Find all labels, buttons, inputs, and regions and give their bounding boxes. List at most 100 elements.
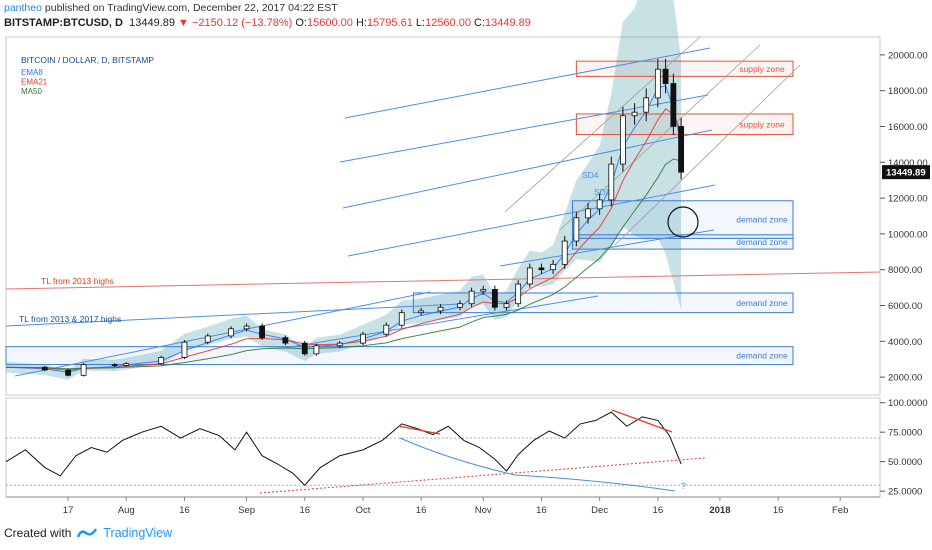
tradingview-logo-icon xyxy=(77,528,98,538)
trend-line xyxy=(347,184,716,257)
price-tick-label: 18000.00 xyxy=(888,86,928,97)
candle-body xyxy=(259,325,265,339)
legend-ema8: EMA8 xyxy=(21,68,43,77)
candle-body xyxy=(65,369,71,376)
candle-body xyxy=(526,267,533,285)
symbol-line: BITSTAMP:BTCUSD, D 13449.89 ▼ −2150.12 (… xyxy=(4,17,531,29)
candle-body xyxy=(608,163,615,201)
price-tick-label: 4000.00 xyxy=(888,337,922,348)
candle-body xyxy=(383,324,390,335)
price-pane: 20000.00 18000.00 16000.00 14000.00 12000.00… xyxy=(5,0,930,396)
candle-body xyxy=(654,68,661,99)
demand-zone-label: demand zone xyxy=(736,298,788,308)
candle-body xyxy=(243,325,250,330)
supply-zone-label: supply zone xyxy=(739,64,785,74)
candle-body xyxy=(228,328,234,337)
time-tick-label: Aug xyxy=(118,505,135,516)
candle-body xyxy=(550,263,556,271)
tl-2013-2017-label: TL from 2013 & 2017 highs xyxy=(19,314,121,324)
time-tick-label: Dec xyxy=(591,505,608,516)
candle-body xyxy=(468,290,475,305)
candle-body xyxy=(480,288,487,292)
price-tick-label: 6000.00 xyxy=(888,301,922,312)
supply-zone xyxy=(575,113,794,136)
price-tick-label: 20000.00 xyxy=(888,50,928,61)
low-value: 12560.00 xyxy=(425,17,471,29)
candle-body xyxy=(301,342,308,355)
candle-body xyxy=(418,310,425,314)
candle-body xyxy=(282,337,289,344)
candle-body xyxy=(158,357,165,365)
tl-2013-highs-label: TL from 2013 highs xyxy=(41,276,114,286)
time-tick-label: 2018 xyxy=(709,505,730,516)
price-tick-label: 8000.00 xyxy=(888,265,922,276)
price-change: ▼ −2150.12 (−13.78%) xyxy=(178,17,293,29)
last-price-tag xyxy=(882,165,930,180)
price-tick-label: 10000.00 xyxy=(888,229,928,240)
demand-zone-label: demand zone xyxy=(736,351,788,361)
candle-body xyxy=(662,68,669,84)
candle-body xyxy=(80,364,87,376)
candle-body xyxy=(437,306,444,312)
ma50-line xyxy=(5,158,682,370)
price-tick-label: 2000.00 xyxy=(888,373,922,384)
candle-body xyxy=(181,341,188,358)
candle-body xyxy=(313,345,320,355)
time-tick-label: Feb xyxy=(832,505,848,516)
osc-tick-label: 25.0000 xyxy=(888,487,922,498)
tradingview-brand[interactable]: TradingView xyxy=(103,526,173,540)
trend-line xyxy=(342,129,713,209)
open-label: O: xyxy=(295,17,307,29)
candle-body xyxy=(643,97,650,113)
candle-body xyxy=(360,333,366,344)
demand-zone xyxy=(5,346,794,366)
time-tick-label: 16 xyxy=(416,505,427,516)
sd4-label: SD4 xyxy=(582,170,599,180)
trend-line xyxy=(344,47,711,119)
osc-tick-label: 75.0000 xyxy=(888,428,922,439)
trend-line-2013-highs xyxy=(5,271,881,290)
time-tick-label: Sep xyxy=(238,505,255,516)
demand-zone-label: demand zone xyxy=(736,237,788,247)
last-price-tag-label: 13449.89 xyxy=(886,168,926,179)
published-text: published on TradingView.com, December 2… xyxy=(44,2,338,14)
candle-body xyxy=(585,208,591,219)
projection-line xyxy=(399,437,676,492)
candle-body xyxy=(561,240,568,265)
close-label: C: xyxy=(474,17,486,29)
fan-line xyxy=(504,36,701,213)
candle-body xyxy=(503,303,510,308)
oscillator-pane-frame xyxy=(5,397,881,498)
price-tick-label: 16000.00 xyxy=(888,122,928,133)
time-tick-label: 17 xyxy=(63,505,74,516)
candle-body xyxy=(631,111,638,117)
trend-line-2013-2017 xyxy=(5,303,461,327)
candle-body xyxy=(336,342,343,347)
high-value: 15795.61 xyxy=(366,17,413,29)
demand-zone xyxy=(412,292,794,314)
volatility-band xyxy=(6,0,682,380)
candle-body xyxy=(670,83,677,127)
open-value: 15600.00 xyxy=(306,17,353,29)
fan-line xyxy=(559,44,761,231)
divergence-line xyxy=(611,409,673,433)
candle-body xyxy=(491,288,498,308)
symbol-label: BITSTAMP:BTCUSD, D xyxy=(4,17,123,29)
footer: Created with TradingView xyxy=(4,526,172,540)
chart-title: BITCOIN / DOLLAR, D, BITSTAMP xyxy=(21,55,154,65)
author-link[interactable]: pantheo xyxy=(4,2,42,14)
sd3-label: SD3 xyxy=(594,187,611,197)
time-tick-label: 16 xyxy=(653,505,664,516)
osc-tick-label: 50.0000 xyxy=(888,457,922,468)
candle-body xyxy=(41,366,48,371)
close-value: 13449.89 xyxy=(485,17,531,29)
price-pane-frame xyxy=(5,36,881,396)
supply-zone-label: supply zone xyxy=(739,119,785,129)
trend-line xyxy=(284,295,599,349)
candle-body xyxy=(596,199,603,210)
candle-body xyxy=(398,312,405,326)
candle-body xyxy=(573,217,580,242)
high-label: H: xyxy=(355,17,367,29)
highlight-circle xyxy=(667,206,699,238)
